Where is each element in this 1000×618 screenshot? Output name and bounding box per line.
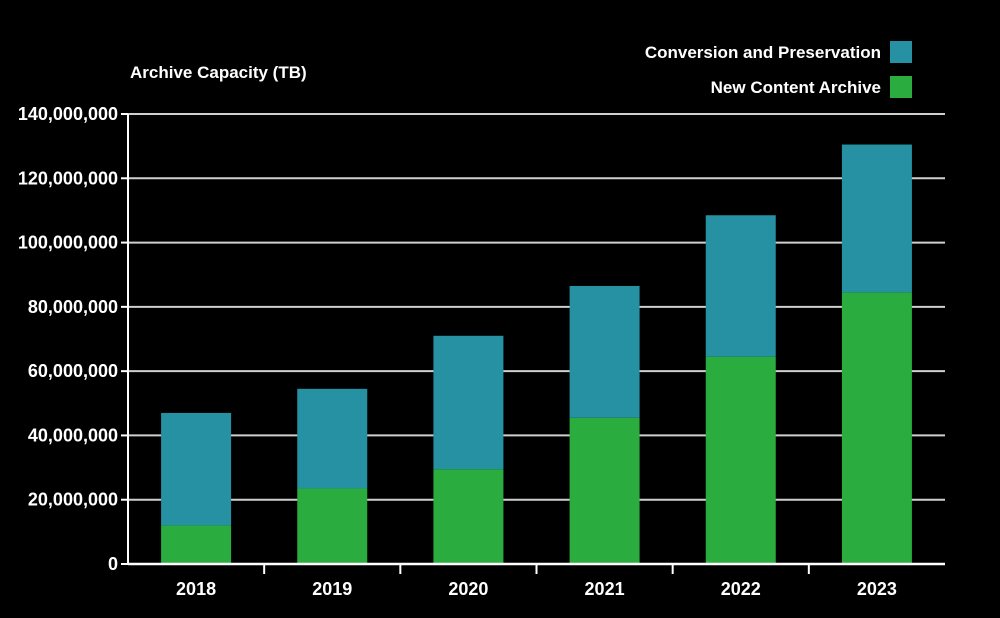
- bar-new-content-archive-2019: [297, 488, 368, 564]
- legend-label: New Content Archive: [711, 78, 881, 97]
- y-tick-label: 0: [108, 554, 118, 574]
- bar-new-content-archive-2020: [433, 469, 504, 564]
- x-tick-label: 2018: [176, 579, 216, 599]
- bar-new-content-archive-2021: [569, 417, 640, 564]
- bar-new-content-archive-2018: [161, 525, 232, 564]
- legend-label: Conversion and Preservation: [645, 43, 881, 62]
- y-tick-label: 120,000,000: [18, 168, 118, 188]
- bar-conversion-and-preservation-2018: [161, 412, 232, 526]
- y-tick-label: 140,000,000: [18, 104, 118, 124]
- y-tick-label: 40,000,000: [28, 425, 118, 445]
- x-tick-label: 2023: [857, 579, 897, 599]
- bar-new-content-archive-2022: [705, 356, 776, 564]
- axes: 0 20,000,000 40,000,000 60,000,000 80,000,00…: [18, 104, 945, 599]
- chart-title: Archive Capacity (TB): [130, 63, 307, 82]
- gridlines: [128, 113, 945, 501]
- legend: Conversion and Preservation New Content A…: [645, 41, 912, 98]
- x-tick-label: 2020: [448, 579, 488, 599]
- bar-conversion-and-preservation-2023: [841, 144, 912, 293]
- y-tick-label: 80,000,000: [28, 297, 118, 317]
- bar-conversion-and-preservation-2021: [569, 285, 640, 418]
- bar-conversion-and-preservation-2019: [297, 388, 368, 489]
- y-tick-label: 100,000,000: [18, 233, 118, 253]
- x-tick-label: 2021: [585, 579, 625, 599]
- y-tick-label: 60,000,000: [28, 361, 118, 381]
- bar-conversion-and-preservation-2020: [433, 335, 504, 470]
- x-tick-label: 2022: [721, 579, 761, 599]
- legend-swatch-new-content-archive: [890, 76, 912, 98]
- bar-new-content-archive-2023: [841, 292, 912, 564]
- x-tick-label: 2019: [312, 579, 352, 599]
- bars: [161, 144, 912, 564]
- legend-swatch-conversion-and-preservation: [890, 41, 912, 63]
- bar-conversion-and-preservation-2022: [705, 215, 776, 357]
- y-tick-label: 20,000,000: [28, 490, 118, 510]
